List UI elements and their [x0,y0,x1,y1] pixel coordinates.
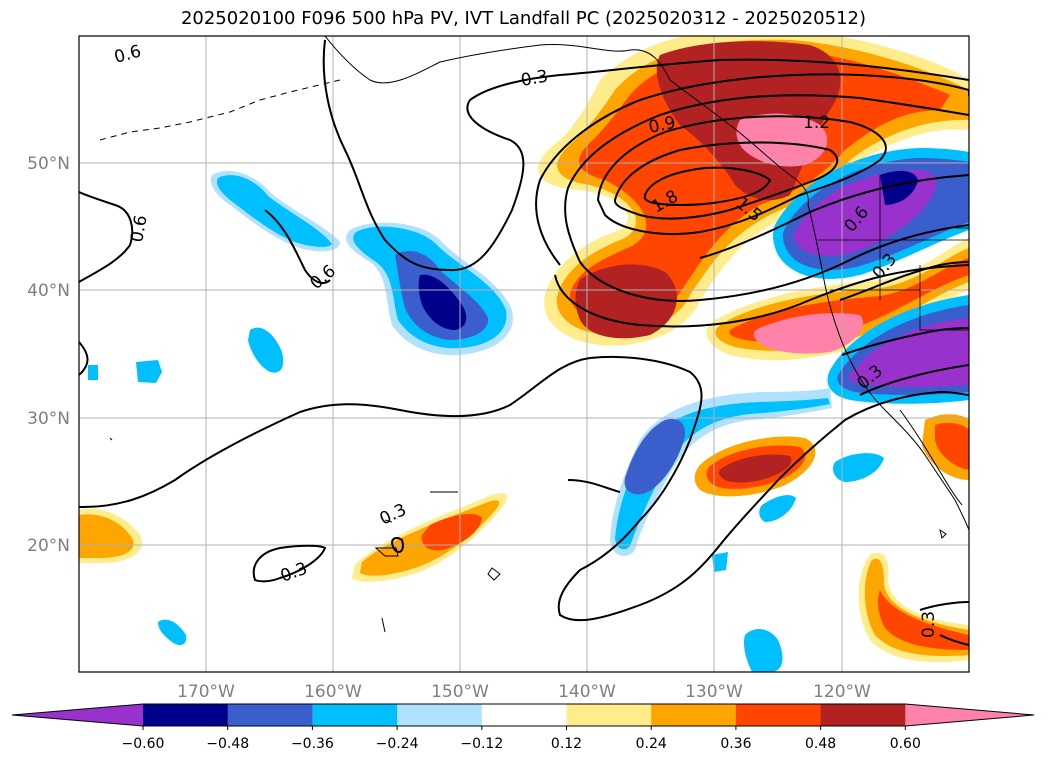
anomaly-fill [719,454,792,483]
pv-contour [567,479,621,493]
anomaly-fill [418,274,467,330]
anomaly-fill [158,619,187,646]
anomaly-fill [421,514,482,551]
pv-contour [596,115,887,235]
anomaly-fill [88,365,98,380]
pv-contour [564,94,969,263]
pv-contour [252,544,327,583]
lon-label: 130°W [685,682,743,702]
pv-contour [554,264,969,328]
small-island [939,528,947,539]
hawaii-islands [374,491,501,633]
pv-contour [839,261,969,301]
pv-contour [535,73,969,266]
pv-contour [79,191,134,283]
colorbar-segment [735,704,822,726]
anomaly-fill [877,590,969,650]
lat-label: 20°N [27,536,70,556]
small-island [109,437,113,441]
colorbar-segment [820,704,906,726]
pv-contours [79,39,969,646]
pv-contour [841,327,969,356]
pv-contour [391,537,404,553]
aleutian-islands [99,79,341,141]
lon-label: 170°W [177,682,235,702]
pv-contour [579,224,969,302]
anomaly-fill [712,552,728,572]
longitude-labels: 170°W 160°W 150°W 140°W 130°W 120°W [177,682,871,702]
lat-label: 30°N [27,409,70,429]
contour-label: 0.3 [919,611,939,638]
colorbar-tick-label: −0.48 [206,736,249,752]
state-borders [818,175,969,331]
colorbar-segment [566,704,652,726]
colorbar-segment [481,704,567,726]
pv-contour [919,601,969,611]
latitude-labels: 50°N 40°N 30°N 20°N [27,154,70,556]
lon-label: 120°W [813,682,871,702]
pv-contour [79,341,89,376]
anomaly-fill [833,453,884,482]
anomaly-fill [248,327,284,373]
pv-contour [699,174,969,259]
anomaly-fill [743,628,783,672]
contour-label: 0.3 [519,67,549,91]
anomaly-fill [624,419,686,495]
anomaly-fill [136,360,162,383]
colorbar-tick-label: −0.36 [291,736,334,752]
lon-label: 150°W [431,682,489,702]
coastlines [99,36,969,633]
anomaly-fill [736,113,828,167]
map-title: 2025020100 F096 500 hPa PV, IVT Landfall… [180,8,867,29]
colorbar-segment [143,704,229,726]
contour-label: 0.6 [127,214,151,244]
pv-contour [322,39,969,272]
colorbar-tick-label: −0.24 [376,736,419,752]
contour-label: 1.2 [803,113,830,133]
colorbar-extend-max [905,704,1034,726]
alaska-coastline [324,36,809,206]
anomaly-fill [79,514,134,558]
colorbar-tick-label: −0.60 [122,736,165,752]
lon-label: 160°W [304,682,362,702]
colorbar-tick-label: 0.24 [636,736,667,752]
map-frame [78,35,970,673]
lon-label: 140°W [558,682,616,702]
colorbar-tick-label: −0.12 [460,736,503,752]
colorbar-extend-min [12,704,143,726]
colorbar-tick-label: 0.60 [890,736,921,752]
colorbar: −0.60 −0.48 −0.36 −0.24 −0.12 0.12 0.24 0.36 0.4… [11,703,1035,752]
graticule [79,36,969,672]
anomaly-fill [753,313,864,354]
anomaly-fill [759,495,796,522]
colorbar-tick-label: 0.12 [551,736,582,752]
lat-label: 40°N [27,281,70,301]
colorbar-segment [227,704,313,726]
pv-contour [859,364,969,396]
pv-contour [643,166,772,206]
colorbar-segment [397,704,483,726]
pv-contour [614,141,839,220]
anomaly-fill [880,170,918,205]
north-america-coastline [807,204,969,531]
anomaly-fill [935,422,969,470]
pv-contour [264,209,331,284]
colorbar-segment [312,704,398,726]
pv-contour [939,634,969,646]
lat-label: 50°N [27,154,70,174]
colorbar-segment [651,704,737,726]
colorbar-tick-label: 0.36 [720,736,751,752]
anomaly-fill [575,264,677,339]
anomaly-fill [216,175,332,247]
baja-california [899,409,963,506]
colorbar-tick-label: 0.48 [805,736,836,752]
pv-contour [79,355,969,622]
